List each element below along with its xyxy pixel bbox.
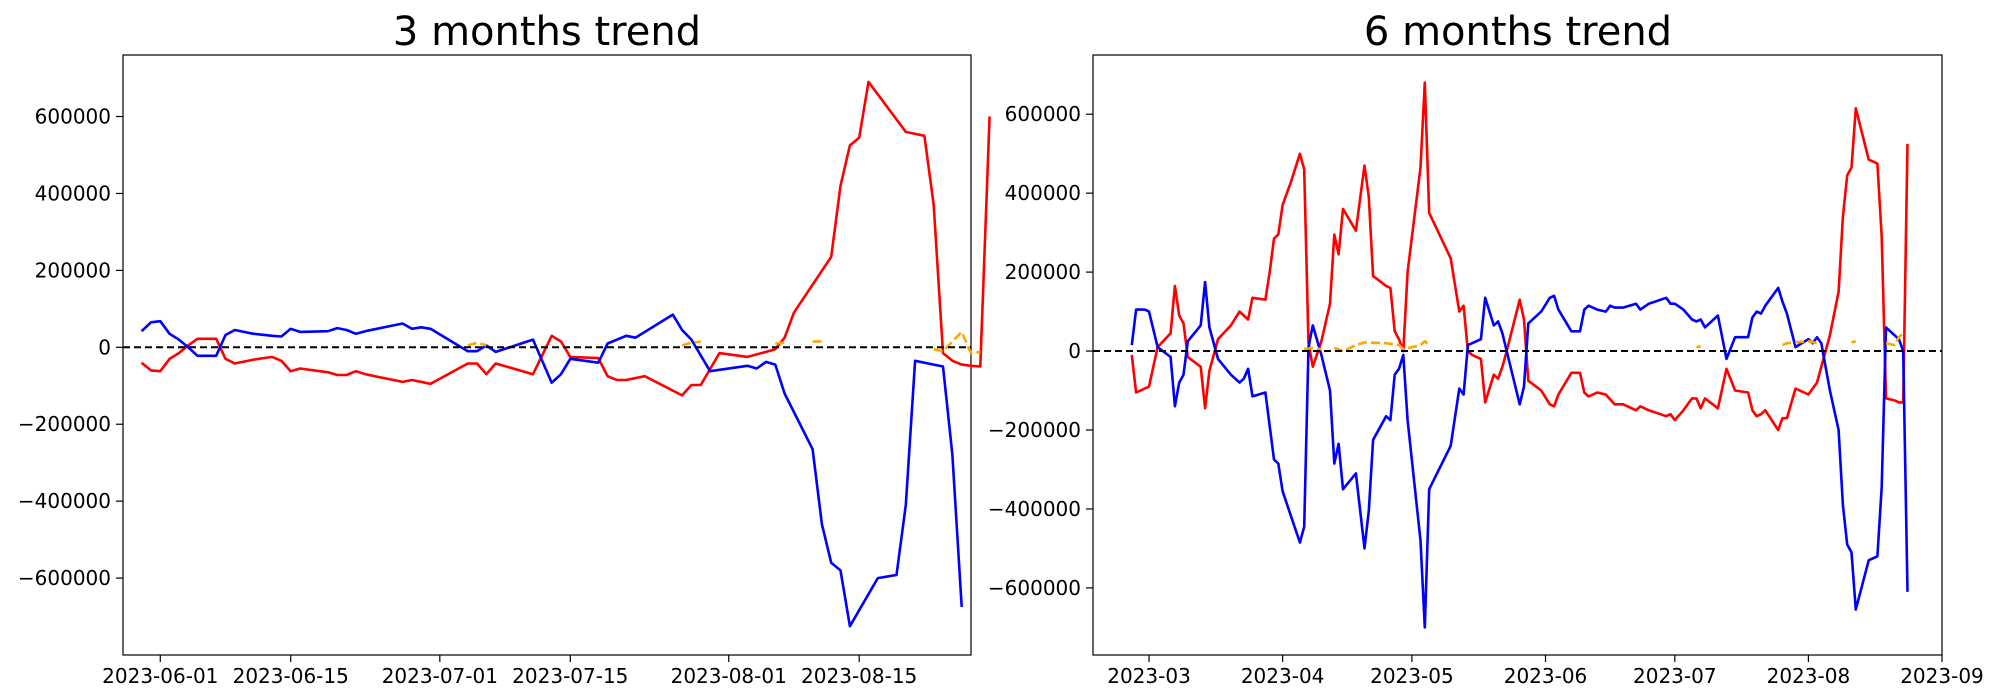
y-axis: −600000 −400000 −200000 0 200000 400000 600000 <box>988 102 1093 600</box>
y-tick-label: 600000 <box>35 105 111 129</box>
x-tick-label: 2023-07-15 <box>512 664 628 688</box>
series-line-1 <box>1130 81 1909 432</box>
x-tick-label: 2023-08 <box>1767 664 1851 688</box>
chart-6-months-trend: 6 months trend 2023-03 2023-04 2023-05 2023… <box>988 9 1984 688</box>
series-line-3 <box>933 330 981 355</box>
series-line-3 <box>1781 339 1818 347</box>
series-line-3 <box>681 340 701 347</box>
x-tick-label: 2023-06 <box>1504 664 1588 688</box>
x-tick-label: 2023-03 <box>1107 664 1191 688</box>
series-line-3 <box>1885 332 1905 347</box>
series-line-3 <box>1304 346 1322 351</box>
y-tick-label: 0 <box>98 335 111 359</box>
y-tick-label: −200000 <box>18 412 111 436</box>
chart-title: 3 months trend <box>393 9 701 55</box>
y-tick-label: 200000 <box>1005 260 1081 284</box>
series-layer <box>140 80 991 628</box>
y-tick-label: 600000 <box>1005 102 1081 126</box>
y-tick-label: −600000 <box>988 576 1081 600</box>
x-axis: 2023-06-01 2023-06-15 2023-07-01 2023-07-15… <box>102 655 917 688</box>
x-axis: 2023-03 2023-04 2023-05 2023-06 2023-07 2023-… <box>1107 655 1984 688</box>
y-tick-label: −400000 <box>988 497 1081 521</box>
y-tick-label: 400000 <box>35 181 111 205</box>
x-tick-label: 2023-08-15 <box>801 664 917 688</box>
x-tick-label: 2023-06-15 <box>233 664 349 688</box>
chart-title: 6 months trend <box>1364 9 1672 55</box>
series-line-3 <box>1333 339 1431 353</box>
chart-3-months-trend: 3 months trend 2023-06-01 2023-06-15 2023-… <box>18 9 991 688</box>
y-tick-label: −200000 <box>988 418 1081 442</box>
y-tick-label: 0 <box>1068 339 1081 363</box>
series-line-1 <box>140 80 991 397</box>
x-tick-label: 2023-07-01 <box>382 664 498 688</box>
series-line-3 <box>1696 345 1701 349</box>
x-tick-label: 2023-07 <box>1633 664 1717 688</box>
series-line-3 <box>467 341 487 347</box>
y-tick-label: 400000 <box>1005 181 1081 205</box>
plot-area <box>122 54 972 656</box>
x-tick-label: 2023-04 <box>1241 664 1325 688</box>
series-line-3 <box>775 341 785 345</box>
series-line-3 <box>1851 339 1857 344</box>
plot-area <box>1092 54 1943 656</box>
y-tick-label: −600000 <box>18 566 111 590</box>
y-tick-label: 200000 <box>35 258 111 282</box>
y-tick-label: −400000 <box>18 489 111 513</box>
x-tick-label: 2023-09 <box>1900 664 1984 688</box>
x-tick-label: 2023-05 <box>1370 664 1454 688</box>
series-line-2 <box>140 313 963 628</box>
x-tick-label: 2023-06-01 <box>102 664 218 688</box>
y-axis: −600000 −400000 −200000 0 200000 400000 600000 <box>18 105 123 590</box>
x-tick-label: 2023-08-01 <box>671 664 787 688</box>
